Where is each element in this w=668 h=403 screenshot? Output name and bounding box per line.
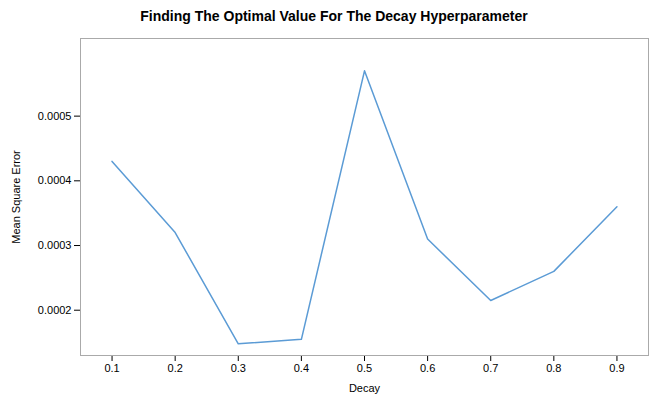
svg-text:0.9: 0.9 [609, 362, 624, 374]
html-text:Finding The Optimal Value For: Finding The Optimal Value For The Decay … [140, 8, 528, 24]
svg-text:0.4: 0.4 [294, 362, 309, 374]
svg-text:0.7: 0.7 [483, 362, 498, 374]
svg-text:0.8: 0.8 [546, 362, 561, 374]
svg-text:0.2: 0.2 [168, 362, 183, 374]
svg-text:0.0003: 0.0003 [38, 239, 72, 251]
svg-text:0.1: 0.1 [104, 362, 119, 374]
svg-text:0.0002: 0.0002 [38, 304, 72, 316]
svg-text:Decay: Decay [349, 382, 381, 394]
svg-text:Mean Square Error: Mean Square Error [10, 150, 22, 244]
svg-text:0.5: 0.5 [357, 362, 372, 374]
svg-text:0.6: 0.6 [420, 362, 435, 374]
svg-text:0.0004: 0.0004 [38, 174, 72, 186]
svg-text:0.0005: 0.0005 [38, 110, 72, 122]
svg-text:0.3: 0.3 [231, 362, 246, 374]
